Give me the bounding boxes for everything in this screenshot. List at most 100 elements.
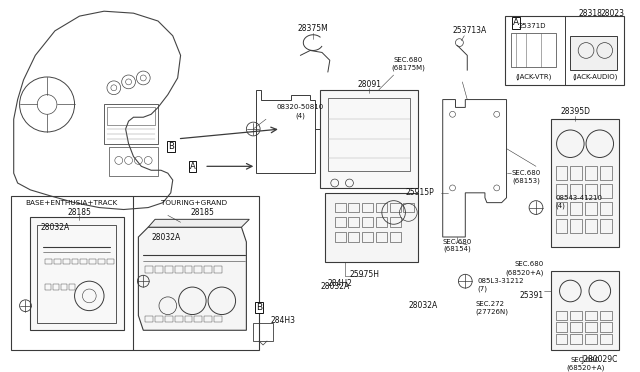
Bar <box>348 232 359 242</box>
Text: 284H3: 284H3 <box>271 316 296 325</box>
Polygon shape <box>148 219 250 227</box>
Bar <box>214 315 222 323</box>
Bar <box>585 166 597 180</box>
Text: 08320-50810: 08320-50810 <box>276 105 324 110</box>
Text: (68153): (68153) <box>512 178 540 184</box>
Text: (4): (4) <box>296 112 305 119</box>
Text: 253713A: 253713A <box>452 26 486 35</box>
Bar <box>390 232 401 242</box>
Text: J280029C: J280029C <box>582 355 618 364</box>
Bar <box>214 266 222 273</box>
Text: 25975H: 25975H <box>349 270 379 279</box>
Text: SEC.680: SEC.680 <box>570 357 600 363</box>
Bar <box>556 334 568 344</box>
Bar <box>184 315 193 323</box>
Text: (27726N): (27726N) <box>475 308 508 315</box>
Text: B: B <box>256 303 262 312</box>
Bar <box>600 323 612 332</box>
Text: 28318: 28318 <box>578 9 602 17</box>
Text: A: A <box>189 162 195 171</box>
Bar <box>175 315 182 323</box>
Bar <box>570 202 582 215</box>
Bar <box>53 284 59 290</box>
Bar <box>585 323 597 332</box>
Bar <box>155 266 163 273</box>
Bar <box>504 16 625 85</box>
Bar <box>204 266 212 273</box>
Text: SEC.680: SEC.680 <box>443 239 472 245</box>
Bar <box>570 334 582 344</box>
Bar <box>600 202 612 215</box>
Bar <box>68 284 75 290</box>
Text: (68520+A): (68520+A) <box>506 269 544 276</box>
Text: BASE+ENTHUSIA+TRACK: BASE+ENTHUSIA+TRACK <box>26 200 118 206</box>
Bar <box>107 259 114 264</box>
Bar <box>37 225 116 323</box>
Text: 28032A: 28032A <box>151 232 180 241</box>
Bar <box>403 203 414 212</box>
Bar <box>348 217 359 227</box>
Bar <box>253 323 273 341</box>
Bar <box>376 217 387 227</box>
Bar <box>585 184 597 198</box>
Bar <box>320 90 418 188</box>
Text: 28032A: 28032A <box>320 282 349 291</box>
Text: 28185: 28185 <box>190 208 214 217</box>
Text: (JACK-VTR): (JACK-VTR) <box>516 74 552 80</box>
Bar <box>335 203 346 212</box>
Bar <box>98 259 105 264</box>
Bar <box>556 166 568 180</box>
Bar <box>109 147 158 176</box>
Bar <box>570 36 618 70</box>
Bar <box>90 259 96 264</box>
Bar <box>556 311 568 320</box>
Text: 25371D: 25371D <box>518 23 546 29</box>
Bar <box>348 203 359 212</box>
Text: SEC.272: SEC.272 <box>475 301 504 307</box>
Bar <box>107 108 155 125</box>
Bar <box>45 284 51 290</box>
Bar <box>511 33 556 67</box>
Bar <box>61 284 67 290</box>
Text: (68520+A): (68520+A) <box>566 364 604 371</box>
Polygon shape <box>138 227 246 330</box>
Text: (68154): (68154) <box>444 246 471 252</box>
Bar <box>600 219 612 233</box>
Bar <box>54 259 61 264</box>
Bar <box>585 334 597 344</box>
Text: 28091: 28091 <box>357 80 381 89</box>
Text: B: B <box>168 142 173 151</box>
Bar <box>556 323 568 332</box>
Bar <box>570 184 582 198</box>
Bar <box>556 184 568 198</box>
Bar <box>570 219 582 233</box>
Bar <box>204 315 212 323</box>
Bar <box>195 315 202 323</box>
Text: SEC.680: SEC.680 <box>511 170 541 176</box>
Text: 28032A: 28032A <box>40 223 70 232</box>
Text: (JACK-AUDIO): (JACK-AUDIO) <box>572 74 618 80</box>
Bar <box>570 311 582 320</box>
Bar <box>81 259 87 264</box>
Bar <box>362 217 373 227</box>
Bar <box>390 203 401 212</box>
Bar <box>195 266 202 273</box>
Bar <box>362 232 373 242</box>
Text: SEC.680: SEC.680 <box>515 262 544 267</box>
Bar <box>145 266 153 273</box>
Bar <box>600 184 612 198</box>
Text: 28032A: 28032A <box>408 301 438 310</box>
Bar <box>390 217 401 227</box>
Text: (7): (7) <box>477 286 487 292</box>
Bar <box>184 266 193 273</box>
Bar <box>556 219 568 233</box>
Text: 28185: 28185 <box>68 208 92 217</box>
Text: (68175M): (68175M) <box>392 65 426 71</box>
Text: 284H2: 284H2 <box>327 279 352 288</box>
Bar <box>72 259 79 264</box>
Bar <box>550 271 620 350</box>
Bar <box>550 119 620 247</box>
Text: 28023: 28023 <box>600 9 625 17</box>
Text: 28395D: 28395D <box>560 107 590 116</box>
Bar <box>45 259 52 264</box>
